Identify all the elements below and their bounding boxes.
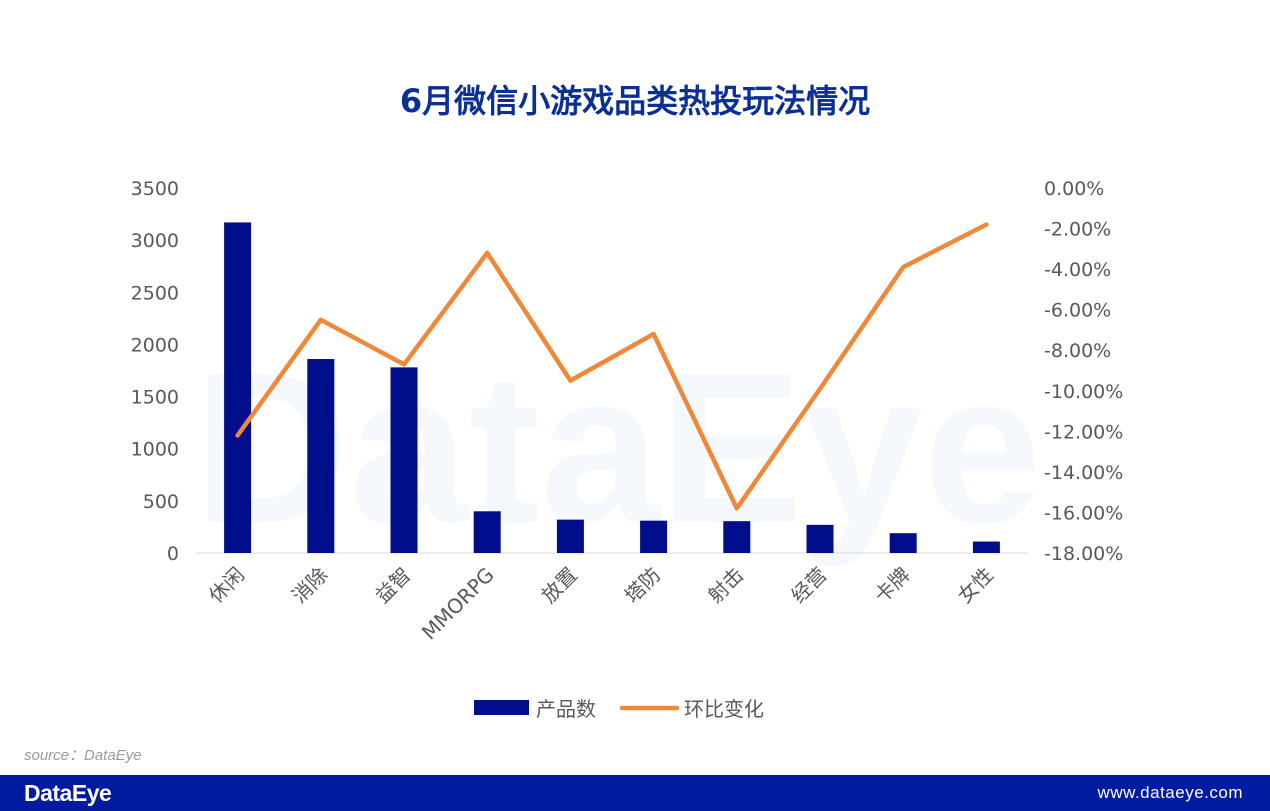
category-label: 女性 (953, 563, 998, 608)
left-tick-label: 3500 (131, 178, 179, 200)
legend-line-label: 环比变化 (684, 697, 764, 721)
category-label: 益智 (370, 563, 415, 608)
bar (390, 367, 418, 553)
category-label: MMORPG (417, 563, 499, 645)
bar (640, 520, 668, 553)
bar (972, 541, 1000, 553)
bar (473, 511, 501, 553)
bar (806, 524, 834, 553)
footer-bar: DataEye www.dataeye.com (0, 775, 1270, 811)
right-tick-label: -6.00% (1044, 300, 1111, 322)
category-label: 经营 (786, 563, 831, 608)
right-tick-label: -10.00% (1044, 381, 1123, 403)
footer-url: www.dataeye.com (1097, 783, 1243, 802)
right-tick-label: -12.00% (1044, 421, 1123, 443)
left-tick-label: 3000 (131, 230, 179, 252)
bar (307, 359, 335, 553)
right-tick-label: -16.00% (1044, 502, 1123, 524)
line-path (235, 222, 989, 511)
category-labels: 休闲 消除 益智 MMORPG 放置 塔防 射击 经营 卡牌 女性 (204, 563, 998, 645)
bar (723, 521, 751, 553)
bar-series (224, 222, 1000, 553)
right-tick-label: -18.00% (1044, 543, 1123, 565)
chart-area: DataEye 3500 3000 2500 2000 1500 1000 500 0 0.0… (131, 178, 1124, 721)
category-label: 卡牌 (869, 563, 914, 608)
footer-logo: DataEye (24, 780, 112, 806)
category-label: 休闲 (204, 563, 249, 608)
legend-bar-swatch (474, 700, 529, 715)
category-label: 射击 (703, 563, 748, 608)
legend-bar-label: 产品数 (536, 697, 596, 721)
bar (224, 222, 252, 553)
left-tick-label: 0 (167, 543, 179, 565)
legend: 产品数 环比变化 (474, 697, 764, 721)
right-tick-label: -14.00% (1044, 462, 1123, 484)
source-note: source：DataEye (24, 747, 142, 764)
right-tick-label: -2.00% (1044, 219, 1111, 241)
right-axis: 0.00% -2.00% -4.00% -6.00% -8.00% -10.00% -12.… (1044, 178, 1123, 565)
bar (889, 533, 917, 553)
category-label: 消除 (287, 563, 332, 608)
line-series (235, 222, 989, 511)
chart-title: 6月微信小游戏品类热投玩法情况 (399, 82, 871, 120)
left-tick-label: 2000 (131, 334, 179, 356)
category-label: 塔防 (620, 563, 665, 608)
left-tick-label: 1500 (131, 387, 179, 409)
right-tick-label: -4.00% (1044, 259, 1111, 281)
left-tick-label: 500 (143, 491, 179, 513)
left-tick-label: 1000 (131, 439, 179, 461)
watermark-text: DataEye (194, 327, 1043, 568)
category-label: 放置 (537, 563, 582, 608)
right-tick-label: -8.00% (1044, 340, 1111, 362)
right-tick-label: 0.00% (1044, 178, 1104, 200)
left-axis: 3500 3000 2500 2000 1500 1000 500 0 (131, 178, 179, 565)
bar (556, 519, 584, 553)
left-tick-label: 2500 (131, 282, 179, 304)
